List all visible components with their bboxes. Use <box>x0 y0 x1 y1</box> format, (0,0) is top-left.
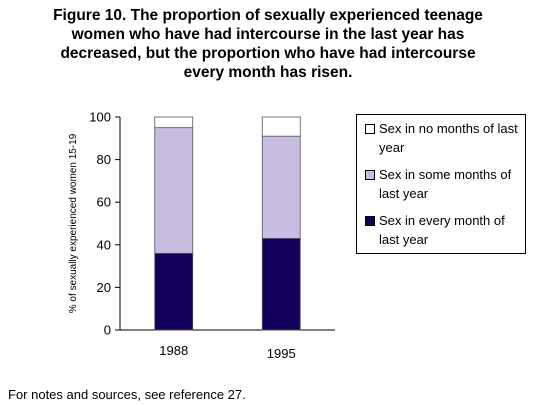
bar-segment <box>154 252 194 331</box>
bar-segment <box>261 116 301 137</box>
y-tick-label: 80 <box>97 152 111 167</box>
bar-segment <box>154 116 194 129</box>
bar-segment <box>261 238 301 331</box>
legend-swatch <box>365 124 375 134</box>
legend-label: Sex in every month of last year <box>379 213 505 247</box>
y-tick-label: 0 <box>104 323 111 338</box>
title-line: every month has risen. <box>183 64 353 81</box>
y-tick-label: 60 <box>97 195 111 210</box>
title-line: Figure 10. The proportion of sexually ex… <box>53 7 483 24</box>
chart-title: Figure 10. The proportion of sexually ex… <box>20 6 516 82</box>
legend-item: Sex in some months of last year <box>365 165 521 203</box>
title-line: decreased, but the proportion who have h… <box>60 45 476 62</box>
legend-item: Sex in no months of last year <box>365 119 521 157</box>
bar-segment <box>154 127 194 254</box>
bar-segment <box>261 135 301 239</box>
legend-label: Sex in some months of last year <box>379 167 512 201</box>
x-tick-label: 1995 <box>267 346 296 361</box>
x-tick-label: 1988 <box>159 343 188 358</box>
legend-swatch <box>365 216 375 226</box>
legend-item: Sex in every month of last year <box>365 211 521 249</box>
footnote: For notes and sources, see reference 27. <box>8 387 246 402</box>
y-axis-label: % of sexually experienced women 15-19 <box>68 133 79 313</box>
legend: Sex in no months of last year Sex in som… <box>356 114 526 254</box>
legend-swatch <box>365 170 375 180</box>
legend-label: Sex in no months of last year <box>379 121 518 155</box>
title-line: women who have had intercourse in the la… <box>71 26 465 43</box>
y-tick-label: 100 <box>89 110 111 125</box>
y-tick-label: 20 <box>97 280 111 295</box>
y-tick-label: 40 <box>97 237 111 252</box>
